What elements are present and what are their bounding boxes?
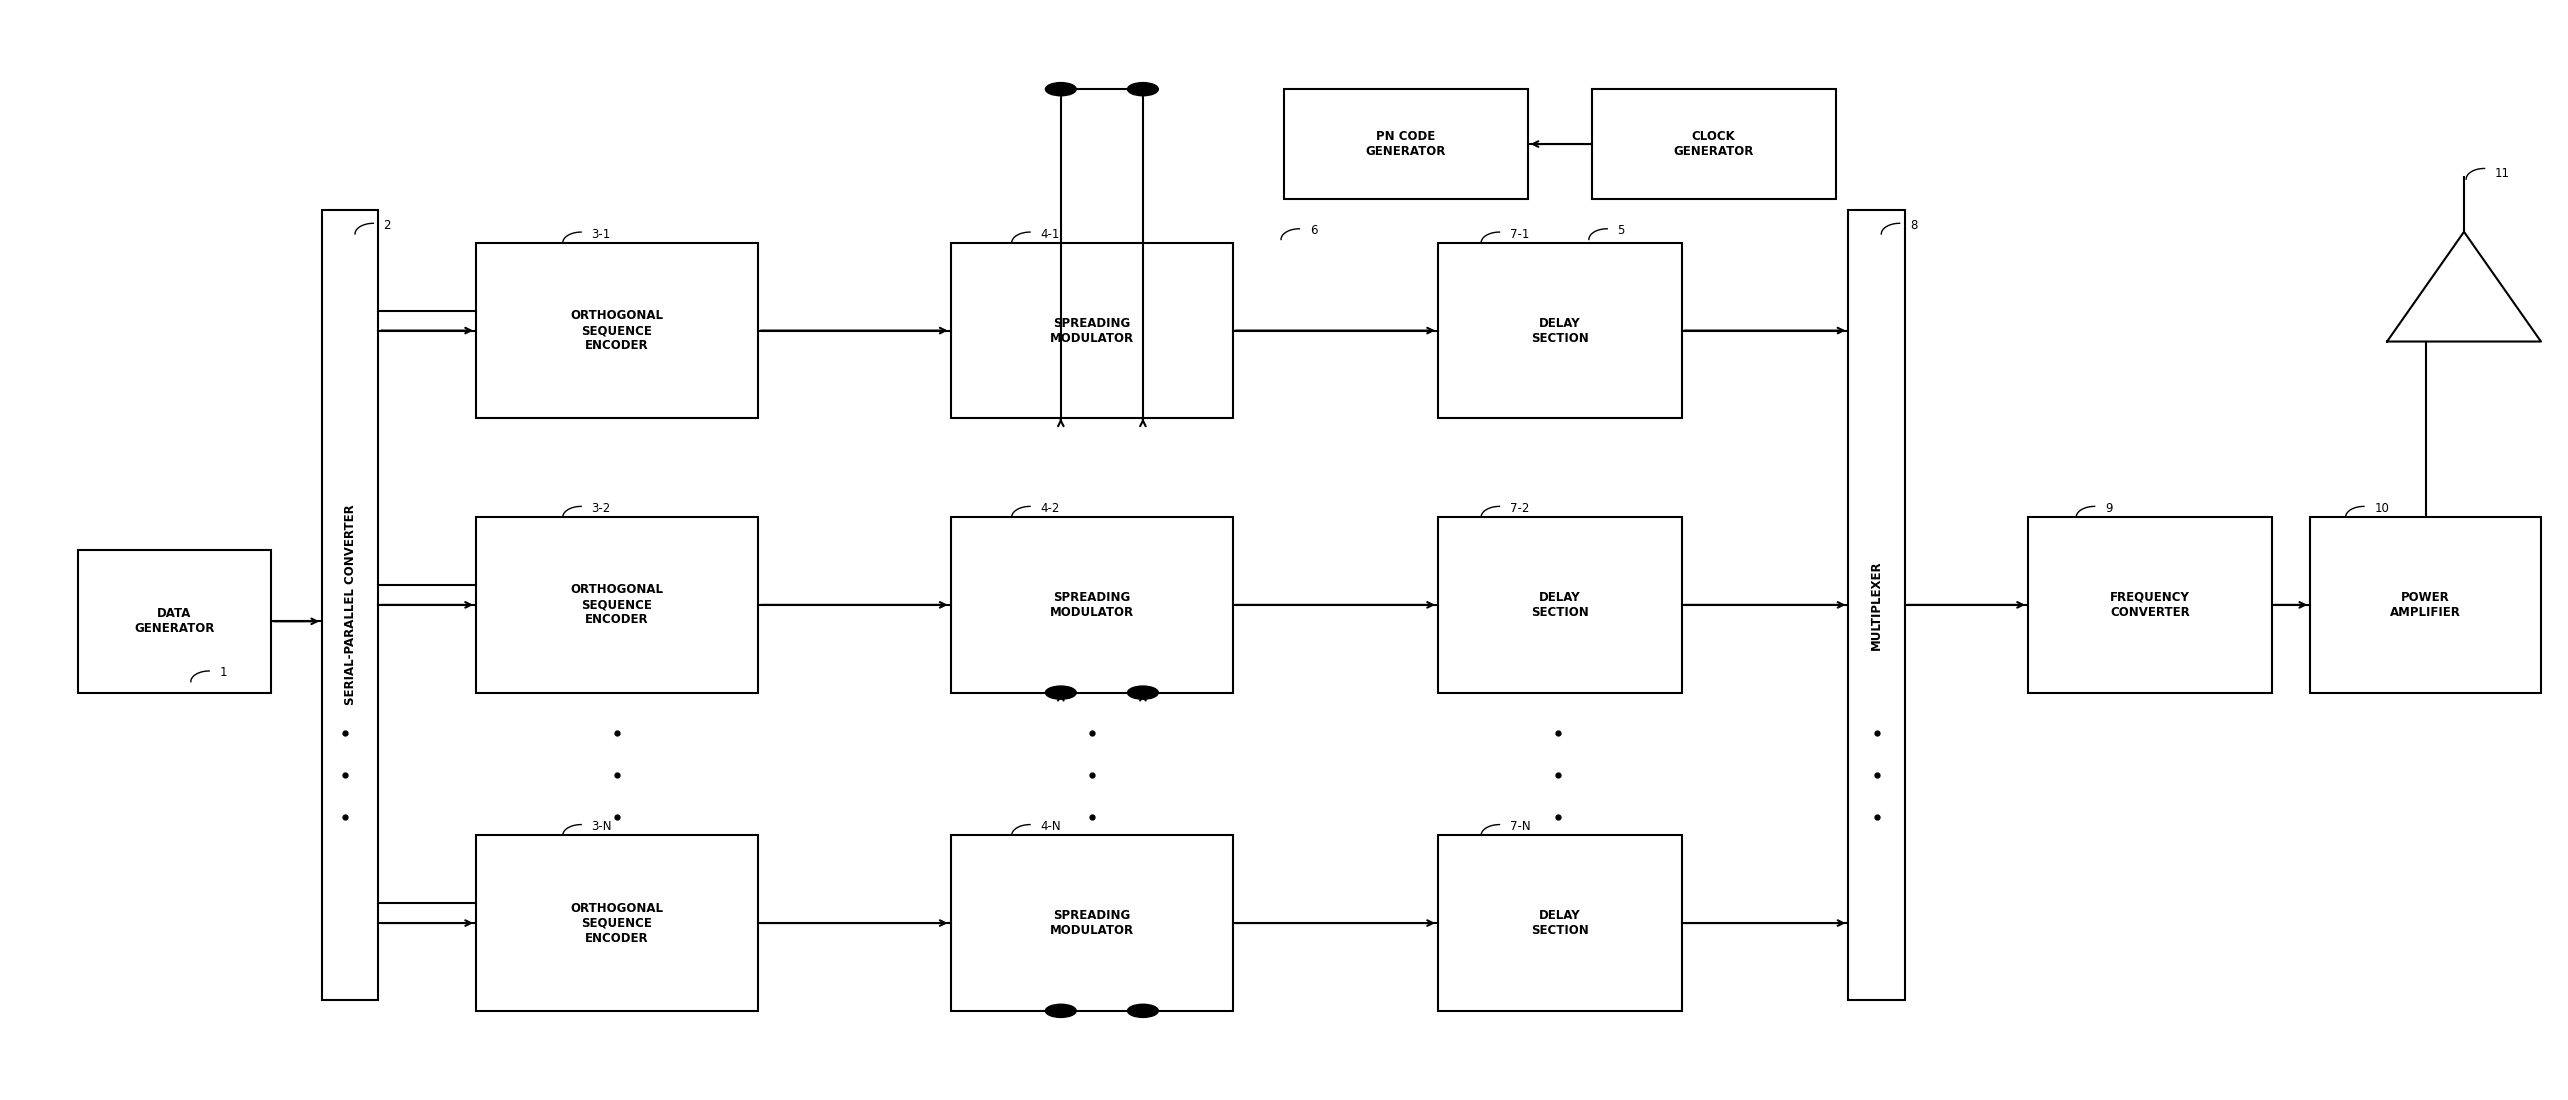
FancyBboxPatch shape xyxy=(475,243,758,418)
FancyBboxPatch shape xyxy=(1592,89,1836,199)
Text: 9: 9 xyxy=(2106,502,2113,515)
Text: 2: 2 xyxy=(383,219,390,232)
FancyBboxPatch shape xyxy=(1438,517,1682,693)
FancyBboxPatch shape xyxy=(950,517,1233,693)
Text: ORTHOGONAL
SEQUENCE
ENCODER: ORTHOGONAL SEQUENCE ENCODER xyxy=(570,583,663,626)
FancyBboxPatch shape xyxy=(2311,517,2540,693)
Circle shape xyxy=(1127,82,1158,96)
FancyBboxPatch shape xyxy=(475,517,758,693)
Text: PN CODE
GENERATOR: PN CODE GENERATOR xyxy=(1366,130,1446,158)
Text: SPREADING
MODULATOR: SPREADING MODULATOR xyxy=(1050,591,1132,619)
Text: 6: 6 xyxy=(1310,224,1317,238)
Text: SERIAL-PARALLEL CONVERTER: SERIAL-PARALLEL CONVERTER xyxy=(344,505,357,705)
Text: DELAY
SECTION: DELAY SECTION xyxy=(1531,909,1590,937)
Text: 5: 5 xyxy=(1618,224,1626,238)
FancyBboxPatch shape xyxy=(475,835,758,1011)
FancyBboxPatch shape xyxy=(950,243,1233,418)
Text: CLOCK
GENERATOR: CLOCK GENERATOR xyxy=(1674,130,1754,158)
Circle shape xyxy=(1127,1004,1158,1018)
FancyBboxPatch shape xyxy=(1438,243,1682,418)
Text: 3-N: 3-N xyxy=(591,821,611,833)
Text: 7-1: 7-1 xyxy=(1510,228,1528,241)
Text: ORTHOGONAL
SEQUENCE
ENCODER: ORTHOGONAL SEQUENCE ENCODER xyxy=(570,902,663,945)
Text: 7-2: 7-2 xyxy=(1510,502,1528,515)
Text: 10: 10 xyxy=(2375,502,2388,515)
Text: FREQUENCY
CONVERTER: FREQUENCY CONVERTER xyxy=(2111,591,2191,619)
Circle shape xyxy=(1045,82,1076,96)
Text: 8: 8 xyxy=(1911,219,1918,232)
Text: 1: 1 xyxy=(218,667,226,680)
Text: 3-2: 3-2 xyxy=(591,502,611,515)
FancyBboxPatch shape xyxy=(80,550,270,693)
Text: 4-2: 4-2 xyxy=(1040,502,1061,515)
Text: 11: 11 xyxy=(2494,167,2509,180)
Text: 7-N: 7-N xyxy=(1510,821,1531,833)
Text: POWER
AMPLIFIER: POWER AMPLIFIER xyxy=(2391,591,2460,619)
FancyBboxPatch shape xyxy=(2029,517,2273,693)
FancyBboxPatch shape xyxy=(321,210,377,1000)
Text: ORTHOGONAL
SEQUENCE
ENCODER: ORTHOGONAL SEQUENCE ENCODER xyxy=(570,309,663,352)
Text: SPREADING
MODULATOR: SPREADING MODULATOR xyxy=(1050,317,1132,344)
Circle shape xyxy=(1045,686,1076,700)
Text: 4-N: 4-N xyxy=(1040,821,1061,833)
Text: DELAY
SECTION: DELAY SECTION xyxy=(1531,317,1590,344)
FancyBboxPatch shape xyxy=(950,835,1233,1011)
Text: DATA
GENERATOR: DATA GENERATOR xyxy=(134,607,216,636)
FancyBboxPatch shape xyxy=(1284,89,1528,199)
FancyBboxPatch shape xyxy=(1438,835,1682,1011)
Text: SPREADING
MODULATOR: SPREADING MODULATOR xyxy=(1050,909,1132,937)
Text: MULTIPLEXER: MULTIPLEXER xyxy=(1870,560,1882,650)
Circle shape xyxy=(1127,686,1158,700)
Text: DELAY
SECTION: DELAY SECTION xyxy=(1531,591,1590,619)
Text: 4-1: 4-1 xyxy=(1040,228,1061,241)
Text: 3-1: 3-1 xyxy=(591,228,611,241)
FancyBboxPatch shape xyxy=(1849,210,1905,1000)
Circle shape xyxy=(1045,1004,1076,1018)
